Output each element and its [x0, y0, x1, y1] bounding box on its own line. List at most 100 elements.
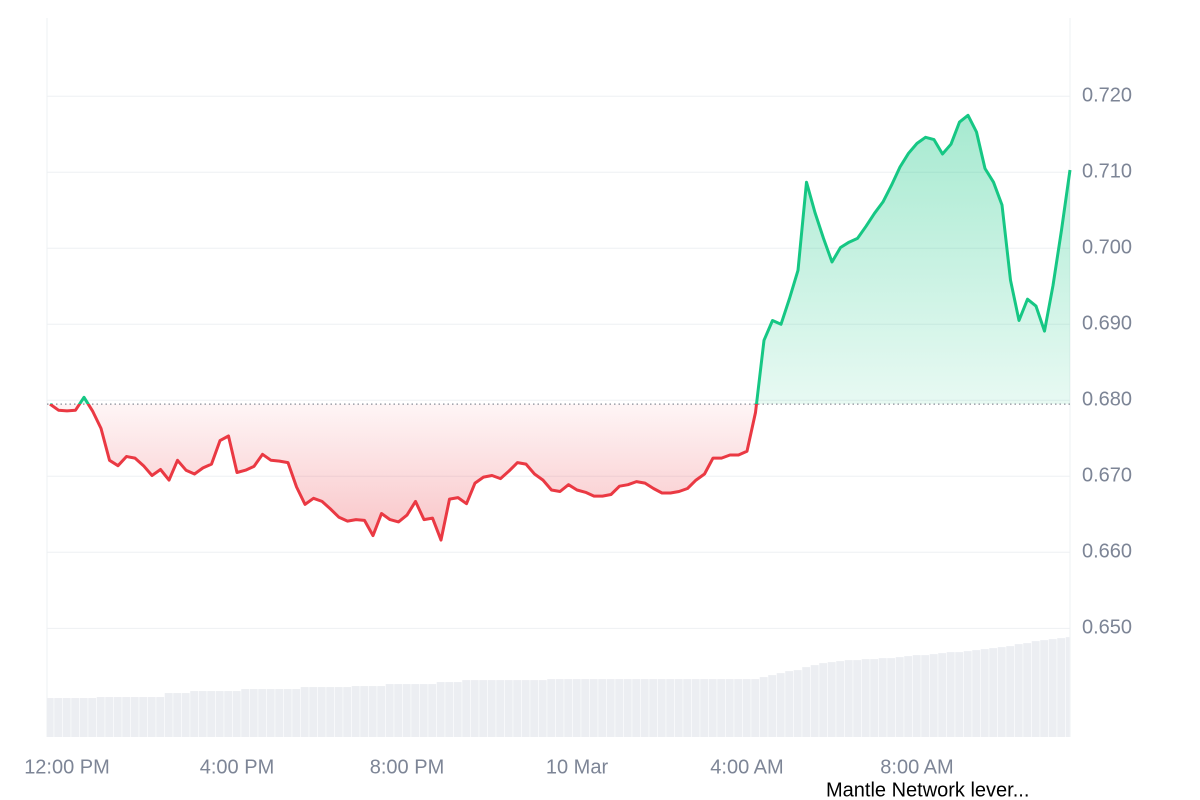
volume-bar — [589, 679, 598, 737]
price-area — [50, 115, 1070, 541]
volume-bar — [130, 697, 139, 737]
volume-bar — [224, 691, 233, 737]
volume-bar — [836, 661, 845, 737]
volume-bar — [708, 679, 717, 737]
volume-bar — [258, 689, 267, 737]
volume-bar — [802, 667, 811, 737]
volume-bar — [572, 679, 581, 737]
x-tick-label: 8:00 PM — [370, 756, 444, 778]
volume-bar — [785, 671, 794, 737]
volume-bar — [181, 693, 190, 737]
volume-bar — [232, 691, 241, 737]
volume-bar — [79, 698, 88, 737]
volume-bar — [1023, 643, 1032, 737]
volume-bar — [649, 679, 658, 737]
volume-bar — [368, 686, 377, 737]
volume-bar — [1031, 641, 1040, 737]
y-tick-label: 0.650 — [1082, 617, 1132, 639]
volume-bar — [530, 680, 539, 737]
volume-bar — [929, 654, 938, 737]
x-tick-label: 12:00 PM — [24, 756, 110, 778]
volume-bar — [717, 679, 726, 737]
volume-bar — [632, 679, 641, 737]
volume — [47, 637, 1070, 737]
volume-bar — [113, 697, 122, 737]
volume-bar — [88, 698, 97, 737]
volume-bar — [326, 687, 335, 737]
volume-bar — [912, 655, 921, 737]
volume-bar — [989, 648, 998, 737]
volume-bar — [156, 697, 165, 737]
volume-bar — [266, 689, 275, 737]
volume-bar — [453, 682, 462, 737]
volume-bar — [819, 663, 828, 737]
y-tick-label: 0.660 — [1082, 541, 1132, 563]
volume-bar — [810, 665, 819, 737]
volume-bar — [343, 687, 352, 737]
y-tick-label: 0.720 — [1082, 85, 1132, 107]
volume-bar — [623, 679, 632, 737]
volume-bar — [436, 682, 445, 737]
volume-bar — [173, 693, 182, 737]
volume-bar — [853, 660, 862, 737]
volume-bar — [1040, 640, 1049, 737]
y-tick-label: 0.690 — [1082, 313, 1132, 335]
volume-bar — [564, 679, 573, 737]
volume-bar — [249, 689, 258, 737]
price — [47, 113, 1072, 542]
volume-bar — [793, 670, 802, 737]
volume-bar — [275, 689, 284, 737]
volume-bar — [428, 684, 437, 737]
volume-bar — [734, 679, 743, 737]
volume-bar — [938, 653, 947, 737]
volume-bar — [521, 680, 530, 737]
volume-bar — [122, 697, 131, 737]
volume-bar — [300, 687, 309, 737]
volume-bar — [1048, 639, 1057, 737]
volume-bar — [105, 697, 114, 737]
volume-bar — [402, 684, 411, 737]
volume-bar — [683, 679, 692, 737]
volume-bar — [360, 686, 369, 737]
volume-bar — [317, 687, 326, 737]
volume-bar — [462, 680, 471, 737]
volume-bar — [725, 679, 734, 737]
caption: Mantle Network lever... — [826, 779, 1029, 800]
volume-bar — [870, 659, 879, 737]
y-tick-label: 0.680 — [1082, 389, 1132, 411]
volume-bar — [241, 689, 250, 737]
volume-bar — [470, 680, 479, 737]
volume-bar — [606, 679, 615, 737]
volume-bar — [62, 698, 71, 737]
volume-bar — [504, 680, 513, 737]
volume-bar — [674, 679, 683, 737]
volume-bar — [147, 697, 156, 737]
volume-bar — [487, 680, 496, 737]
volume-bar — [538, 680, 547, 737]
volume-bar — [972, 650, 981, 737]
y-tick-label: 0.710 — [1082, 161, 1132, 183]
volume-bar — [292, 689, 301, 737]
volume-bar — [96, 697, 105, 737]
y-tick-label: 0.670 — [1082, 465, 1132, 487]
volume-bar — [513, 680, 522, 737]
volume-bar — [198, 691, 207, 737]
volume-bar — [887, 658, 896, 737]
volume-bar — [411, 684, 420, 737]
volume-bar — [581, 679, 590, 737]
volume-bar — [615, 679, 624, 737]
volume-bar — [997, 647, 1006, 737]
volume-bar — [904, 656, 913, 737]
volume-bar — [666, 679, 675, 737]
volume-bar — [215, 691, 224, 737]
volume-bar — [963, 651, 972, 737]
volume-bar — [207, 691, 216, 737]
volume-bar — [71, 698, 80, 737]
volume-bar — [827, 662, 836, 737]
volume-bar — [283, 689, 292, 737]
volume-bar — [1014, 644, 1023, 737]
volume-bar — [751, 679, 760, 737]
volume-bar — [895, 657, 904, 737]
volume-bar — [768, 675, 777, 737]
